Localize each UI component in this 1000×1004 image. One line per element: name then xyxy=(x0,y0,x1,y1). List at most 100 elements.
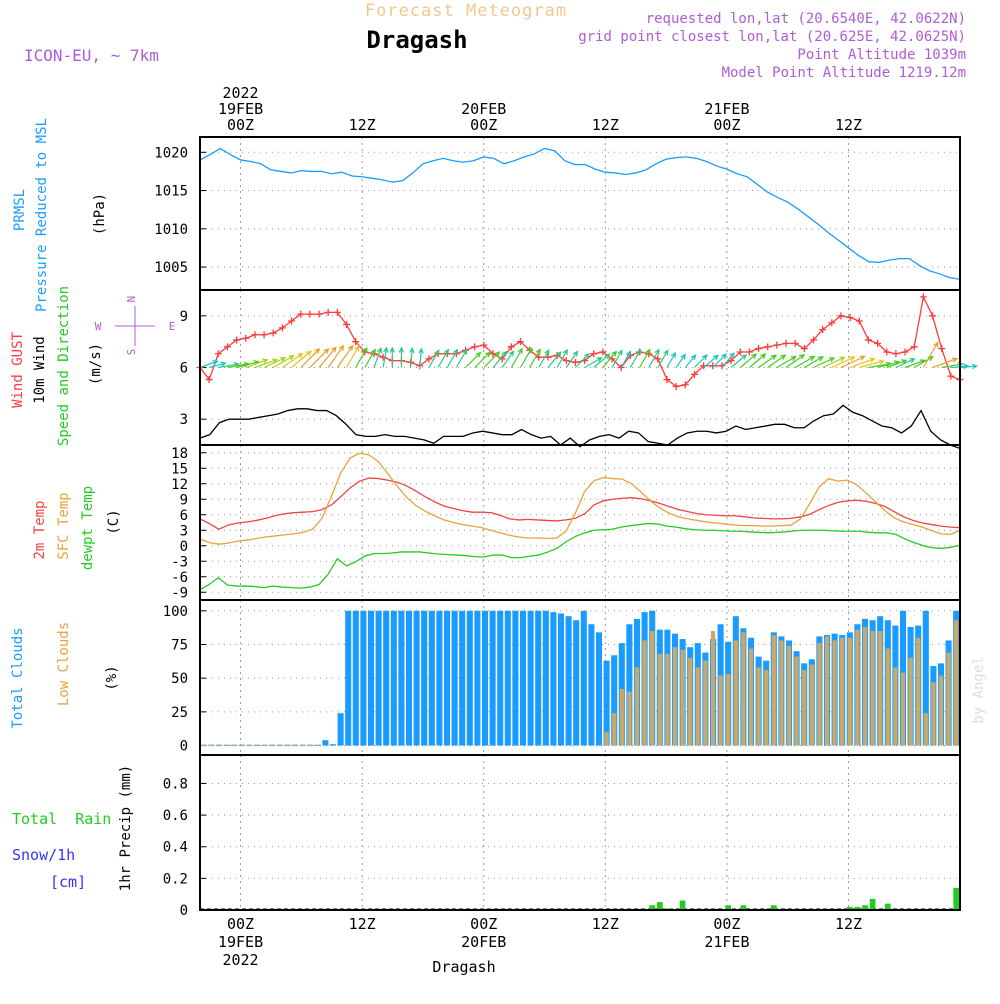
footer-location: Dragash xyxy=(432,958,495,976)
y-tick-label: 1020 xyxy=(154,145,188,161)
gust-marker xyxy=(315,310,323,318)
rain-bar xyxy=(649,905,656,910)
wind-arrow xyxy=(474,351,491,368)
y-tick-label: 75 xyxy=(171,637,188,653)
low-cloud-bar xyxy=(726,674,731,746)
gust-marker xyxy=(755,345,763,353)
wind-arrow xyxy=(859,359,885,369)
wind-arrow xyxy=(886,359,908,369)
total-cloud-bar xyxy=(428,610,435,746)
time-tick-label: 00Z xyxy=(713,116,740,134)
low-cloud-bar xyxy=(634,667,640,746)
gust-marker xyxy=(223,343,231,351)
panel-frame xyxy=(199,599,961,756)
wind-arrow xyxy=(209,361,227,369)
y-tick-label: 0 xyxy=(180,539,188,555)
y-tick-label: 1005 xyxy=(154,260,188,276)
gust-marker xyxy=(809,336,817,344)
y-tick-label: -6 xyxy=(171,570,188,586)
gust-marker xyxy=(654,355,662,363)
wind-arrow xyxy=(336,344,354,368)
y-tick-label: 6 xyxy=(180,361,188,377)
rain-bar xyxy=(854,906,861,910)
wind-arrow xyxy=(849,357,876,369)
wind-arrow xyxy=(492,350,508,368)
wind-arrow xyxy=(510,347,523,368)
gust-series xyxy=(199,294,961,388)
total-cloud-bar xyxy=(314,744,321,747)
y-tick-label: 0.6 xyxy=(163,808,188,824)
y-tick-label: 9 xyxy=(180,309,188,325)
app-title: Forecast Meteogram xyxy=(365,1,567,21)
wind-arrow xyxy=(446,348,459,368)
time-tick-label: 21FEB xyxy=(704,933,749,951)
gust-marker xyxy=(855,317,863,325)
wind-unit: (m/s) xyxy=(88,343,104,385)
time-tick-label: 00Z xyxy=(470,116,497,134)
low-cloud-bar xyxy=(665,653,670,746)
gust-marker xyxy=(718,362,726,370)
model-altitude: Model Point Altitude 1219.12m xyxy=(722,65,966,81)
wind-arrow xyxy=(620,350,632,368)
wind-arrow xyxy=(501,350,515,368)
low-cloud-bar xyxy=(741,632,746,746)
precip-label: 1hr Precip (mm) xyxy=(118,765,134,891)
total-cloud-bar xyxy=(512,610,519,746)
rain-bar xyxy=(740,905,747,910)
low-cloud-bar xyxy=(748,648,754,746)
wind-arrow xyxy=(309,347,330,368)
total-cloud-bar xyxy=(557,613,565,746)
rain-bar xyxy=(884,903,891,910)
total-cloud-bar xyxy=(580,610,587,746)
gust-marker xyxy=(837,312,845,320)
wind-arrow xyxy=(922,341,939,368)
y-tick-label: 15 xyxy=(171,461,188,477)
wind-arrow xyxy=(794,355,816,369)
low-cloud-bar xyxy=(938,675,944,746)
gust-marker xyxy=(929,312,937,320)
total-cloud-bar xyxy=(527,610,534,746)
total-cloud-bar xyxy=(588,624,595,746)
wind-arrow xyxy=(263,357,287,369)
gust-marker xyxy=(800,345,808,353)
total-cloud-bar xyxy=(497,610,504,746)
wind-series xyxy=(199,404,961,450)
low-cloud-bar xyxy=(840,637,845,746)
y-tick-label: 0.4 xyxy=(163,840,188,856)
gust-marker xyxy=(333,308,341,316)
gust-marker xyxy=(562,357,570,365)
time-tick-label: 19FEB xyxy=(218,100,263,118)
wind-arrow xyxy=(428,349,440,368)
low-cloud-bar xyxy=(885,648,890,746)
wind-arrow xyxy=(373,346,383,368)
wind-arrow xyxy=(556,348,568,368)
total-cloud-bar xyxy=(200,744,207,747)
y-tick-label: 9 xyxy=(180,492,188,508)
gust-marker xyxy=(938,345,946,353)
time-tick-label: 00Z xyxy=(470,915,497,933)
model-label: ICON-EU, ~ 7km xyxy=(24,46,159,65)
total-cloud-bar xyxy=(329,744,337,746)
wind-arrow xyxy=(300,347,321,368)
gust-marker xyxy=(425,355,433,363)
rain-bar xyxy=(862,905,868,910)
total-cloud-bar xyxy=(535,610,542,746)
wind-arrow xyxy=(638,348,651,368)
wind-arrow xyxy=(822,356,846,369)
total-cloud-bar xyxy=(436,610,443,746)
total-cloud-bar xyxy=(443,610,451,746)
low-cloud-bar xyxy=(672,647,678,746)
low-cloud-bar xyxy=(604,732,609,746)
low-cloud-bar xyxy=(642,640,647,746)
y-tick-label: 1015 xyxy=(154,184,188,200)
time-tick-label: 20FEB xyxy=(461,100,506,118)
rain-bar xyxy=(679,900,686,910)
low-cloud-bar xyxy=(733,640,738,746)
y-tick-label: 100 xyxy=(163,604,188,620)
gust-marker xyxy=(819,326,827,334)
total-cloud-bar xyxy=(474,610,481,746)
wind-arrow xyxy=(282,352,304,368)
dewpt-label: dewpt Temp xyxy=(80,486,96,570)
total-cloud-bar xyxy=(307,744,314,747)
gust-marker xyxy=(663,376,671,384)
